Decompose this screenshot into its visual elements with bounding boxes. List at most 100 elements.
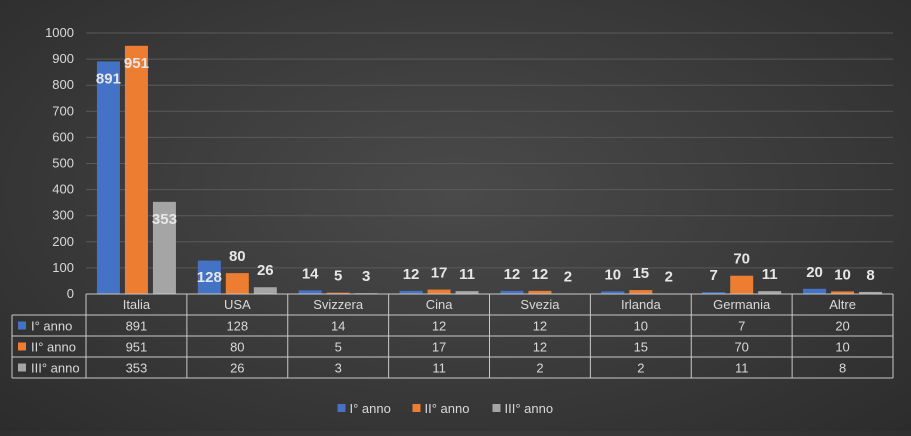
table-series-name: III° anno <box>31 361 80 376</box>
bar <box>528 290 552 294</box>
table-cell: 17 <box>432 340 446 355</box>
category-label: USA <box>224 297 251 312</box>
bar <box>702 292 726 294</box>
table-series-name: II° anno <box>31 340 76 355</box>
table-cell: 26 <box>230 361 244 376</box>
table-cell: 12 <box>533 319 547 334</box>
bar <box>225 273 249 294</box>
bar <box>859 291 883 294</box>
bar <box>629 290 653 294</box>
data-label: 14 <box>302 265 319 282</box>
bar <box>831 291 855 294</box>
table-cell: 11 <box>432 361 446 376</box>
data-label: 12 <box>403 266 420 283</box>
table-cell: 11 <box>735 361 749 376</box>
table-cell: 891 <box>126 319 148 334</box>
data-label: 80 <box>229 248 246 265</box>
bar <box>152 201 176 294</box>
data-label: 11 <box>459 266 475 283</box>
bar <box>96 61 120 294</box>
table-cell: 951 <box>126 340 148 355</box>
legend-swatch <box>412 404 421 412</box>
bar <box>399 290 423 294</box>
y-tick-label: 0 <box>67 286 74 301</box>
data-label: 891 <box>96 70 121 87</box>
category-label: Germania <box>713 297 771 312</box>
legend-label: II° anno <box>425 401 470 416</box>
table-series-name: I° anno <box>31 319 72 334</box>
table-cell: 12 <box>533 340 547 355</box>
bar <box>298 290 322 294</box>
y-tick-label: 800 <box>52 77 74 92</box>
bar <box>326 292 350 294</box>
table-cell: 14 <box>331 319 345 334</box>
data-label: 70 <box>733 251 750 268</box>
data-label: 20 <box>806 264 823 281</box>
bar <box>124 45 148 294</box>
data-label: 15 <box>632 265 649 282</box>
data-label: 128 <box>197 269 222 286</box>
legend-label: III° anno <box>505 401 554 416</box>
y-tick-label: 600 <box>52 129 74 144</box>
bar <box>455 291 479 294</box>
table-cell: 8 <box>839 361 846 376</box>
data-label: 3 <box>362 268 370 285</box>
table-cell: 70 <box>734 340 748 355</box>
table-series-swatch <box>18 342 26 351</box>
y-tick-label: 300 <box>52 208 74 223</box>
y-tick-label: 400 <box>52 182 74 197</box>
data-label: 10 <box>834 266 851 283</box>
table-cell: 2 <box>536 361 543 376</box>
data-label: 5 <box>334 268 342 285</box>
table-cell: 80 <box>230 340 244 355</box>
bar <box>803 288 827 294</box>
data-label: 353 <box>152 211 177 228</box>
y-tick-label: 700 <box>52 103 74 118</box>
bar <box>500 290 524 294</box>
data-label: 12 <box>532 266 549 283</box>
data-label: 7 <box>710 267 718 284</box>
bar <box>758 291 782 294</box>
data-label: 2 <box>564 268 572 285</box>
bar <box>197 260 221 294</box>
legend-label: I° anno <box>350 401 391 416</box>
table-cell: 20 <box>835 319 849 334</box>
category-label: Italia <box>123 297 151 312</box>
y-tick-label: 200 <box>52 234 74 249</box>
table-cell: 10 <box>634 319 648 334</box>
data-label: 17 <box>431 265 448 282</box>
category-label: Altre <box>829 297 856 312</box>
table-cell: 353 <box>126 361 148 376</box>
category-label: Irlanda <box>621 297 662 312</box>
category-label: Svezia <box>520 297 560 312</box>
category-label: Svizzera <box>313 297 364 312</box>
y-tick-label: 100 <box>52 260 74 275</box>
table-series-swatch <box>18 363 26 372</box>
table-cell: 2 <box>637 361 644 376</box>
bar <box>253 287 277 294</box>
table-cell: 10 <box>835 340 849 355</box>
table-cell: 12 <box>432 319 446 334</box>
table-cell: 128 <box>226 319 248 334</box>
legend-swatch <box>492 404 501 412</box>
data-label: 11 <box>762 266 778 283</box>
data-label: 12 <box>504 266 521 283</box>
table-cell: 3 <box>335 361 342 376</box>
y-tick-label: 1000 <box>45 25 74 40</box>
legend-swatch <box>337 404 346 412</box>
bar <box>601 291 625 294</box>
data-label: 26 <box>257 262 274 279</box>
data-label: 8 <box>866 267 874 284</box>
data-label: 2 <box>665 268 673 285</box>
table-cell: 15 <box>634 340 648 355</box>
category-label: Cina <box>426 297 454 312</box>
bar <box>730 275 754 294</box>
y-tick-label: 500 <box>52 156 74 171</box>
data-label: 951 <box>124 55 149 72</box>
table-cell: 7 <box>738 319 745 334</box>
data-label: 10 <box>604 266 621 283</box>
bar <box>427 289 451 294</box>
table-cell: 5 <box>335 340 342 355</box>
